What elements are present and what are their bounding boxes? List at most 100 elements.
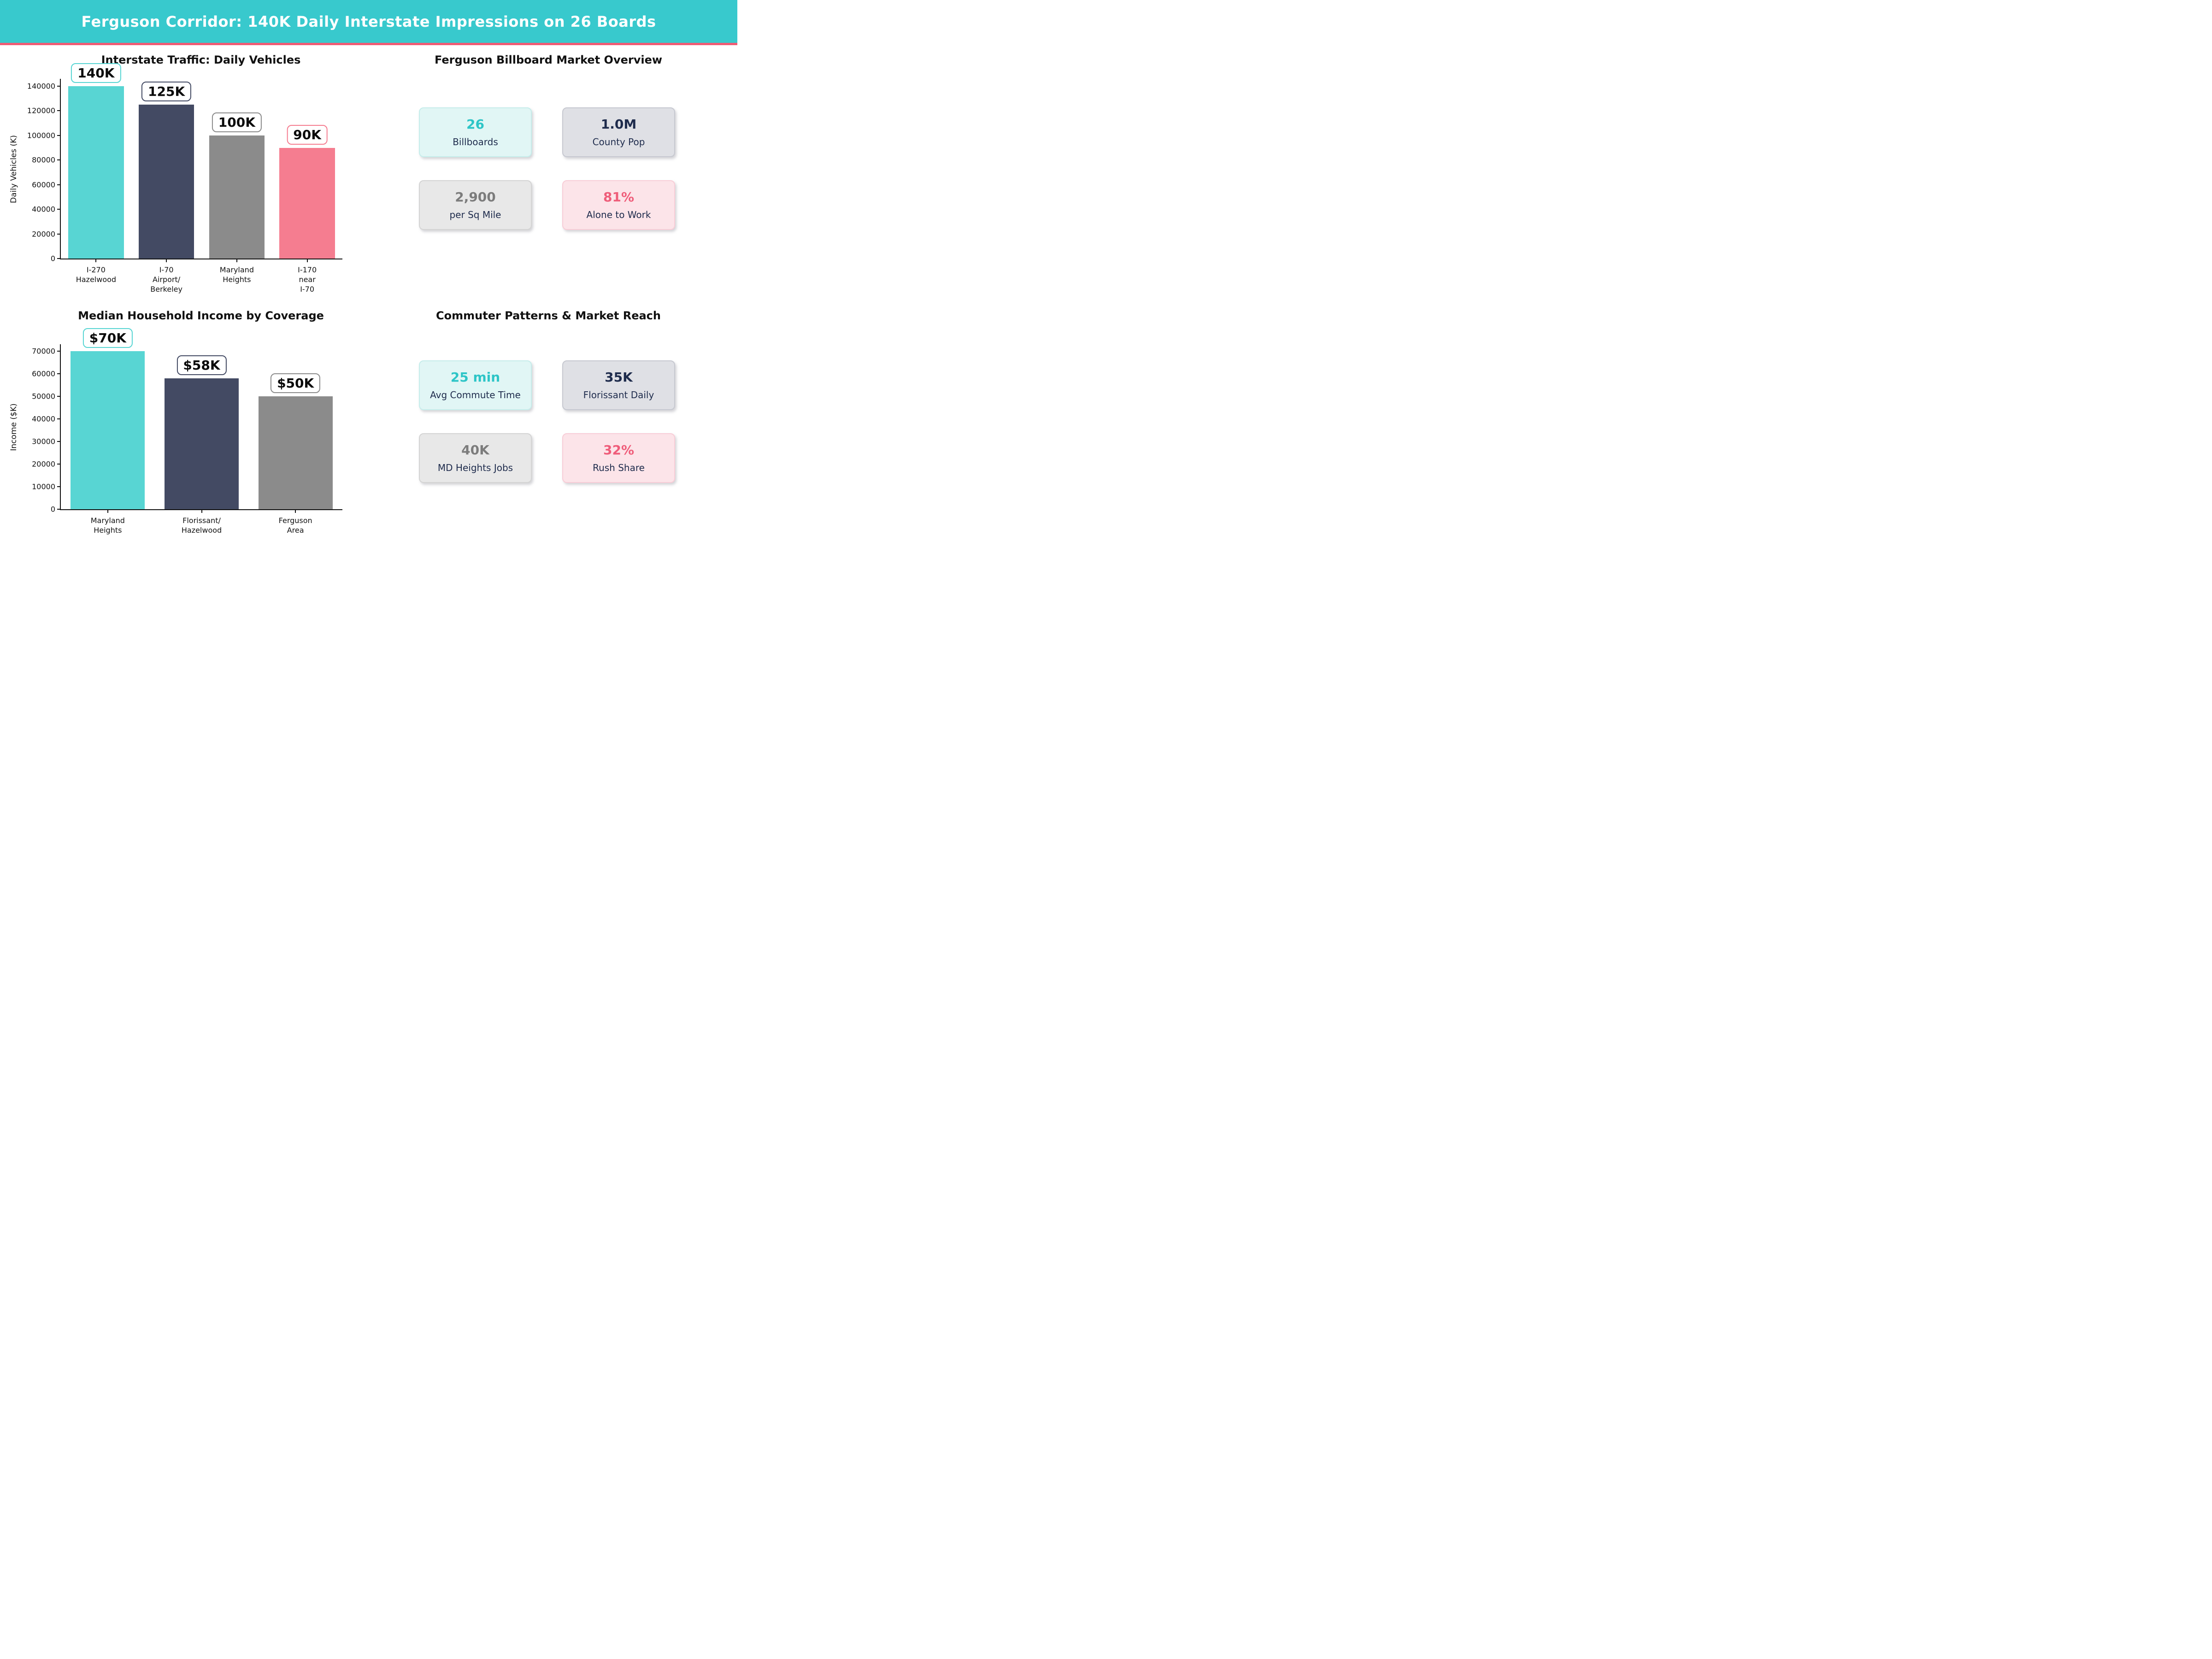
y-tick-mark bbox=[57, 486, 61, 487]
plot-area: 0 20000 40000 60000 80000 100000 120000 140000 1… bbox=[27, 63, 342, 294]
x-category-label: Maryland Heights bbox=[90, 516, 125, 535]
y-tick-mark bbox=[57, 159, 61, 161]
x-tick-mark bbox=[95, 259, 97, 262]
stat-card-label: Alone to Work bbox=[586, 209, 651, 220]
stat-card: 2,900 per Sq Mile bbox=[419, 180, 532, 230]
bar-90K bbox=[279, 147, 335, 259]
bar-value-label: $70K bbox=[82, 328, 133, 348]
stat-card-value: 35K bbox=[605, 370, 633, 385]
chart-title: Median Household Income by Coverage bbox=[78, 309, 324, 322]
stat-card-label: per Sq Mile bbox=[449, 209, 501, 220]
x-category-label: Ferguson Area bbox=[278, 516, 312, 535]
y-tick-mark bbox=[57, 86, 61, 87]
panel-title: Ferguson Billboard Market Overview bbox=[434, 53, 663, 66]
y-tick-label: 0 bbox=[50, 505, 55, 514]
x-category-label: Florissant/ Hazelwood bbox=[181, 516, 222, 535]
y-tick-mark bbox=[57, 350, 61, 352]
stat-card-label: Rush Share bbox=[593, 462, 645, 473]
y-tick-mark bbox=[57, 135, 61, 136]
y-axis-label: Daily Vehicles (K) bbox=[9, 135, 18, 203]
x-category-label: Maryland Heights bbox=[219, 265, 254, 284]
y-axis-label: Income ($K) bbox=[9, 403, 18, 451]
page-title: Ferguson Corridor: 140K Daily Interstate… bbox=[81, 12, 656, 30]
y-tick-label: 80000 bbox=[32, 155, 55, 165]
x-tick-mark bbox=[236, 259, 237, 262]
bar-$70K bbox=[71, 351, 145, 509]
dashboard-grid: Interstate Traffic: Daily Vehicles Daily… bbox=[0, 45, 737, 553]
bar-value-label: $58K bbox=[176, 355, 227, 375]
x-category-label: I-170 near I-70 bbox=[298, 265, 317, 294]
stat-card: 32% Rush Share bbox=[562, 433, 675, 483]
chart-title: Interstate Traffic: Daily Vehicles bbox=[101, 53, 301, 66]
y-tick-mark bbox=[57, 373, 61, 374]
stat-card: 26 Billboards bbox=[419, 107, 532, 157]
y-tick-label: 50000 bbox=[32, 392, 55, 401]
y-tick-label: 30000 bbox=[32, 437, 55, 446]
y-tick-label: 40000 bbox=[32, 414, 55, 424]
y-tick-label: 10000 bbox=[32, 482, 55, 491]
stat-card: 81% Alone to Work bbox=[562, 180, 675, 230]
header-banner: Ferguson Corridor: 140K Daily Interstate… bbox=[0, 0, 737, 45]
x-tick-mark bbox=[306, 259, 308, 262]
stat-card-value: 32% bbox=[603, 442, 635, 458]
y-tick-mark bbox=[57, 463, 61, 465]
stat-card-value: 26 bbox=[466, 117, 484, 132]
y-tick-mark bbox=[57, 233, 61, 235]
y-tick-label: 120000 bbox=[27, 106, 55, 115]
y-tick-mark bbox=[57, 395, 61, 397]
y-tick-label: 20000 bbox=[32, 459, 55, 469]
bar-125K bbox=[138, 105, 194, 259]
y-tick-mark bbox=[57, 258, 61, 259]
stat-card-label: Billboards bbox=[453, 136, 498, 147]
y-tick-label: 60000 bbox=[32, 180, 55, 189]
income-bar-chart: Median Household Income by Coverage Inco… bbox=[0, 307, 359, 553]
y-tick-label: 140000 bbox=[27, 82, 55, 91]
stat-card-grid: 26 Billboards 1.0M County Pop 2,900 per Sq Mi… bbox=[419, 107, 675, 230]
stat-card-value: 2,900 bbox=[455, 189, 496, 205]
y-tick-mark bbox=[57, 509, 61, 510]
y-tick-label: 70000 bbox=[32, 347, 55, 356]
x-tick-mark bbox=[201, 509, 202, 513]
bar-100K bbox=[209, 135, 265, 259]
stat-card: 40K MD Heights Jobs bbox=[419, 433, 532, 483]
y-tick-label: 20000 bbox=[32, 229, 55, 239]
y-tick-mark bbox=[57, 209, 61, 210]
x-category-label: I-270 Hazelwood bbox=[76, 265, 117, 284]
x-tick-mark bbox=[107, 509, 108, 513]
bar-value-label: 100K bbox=[212, 112, 262, 132]
traffic-bar-chart: Interstate Traffic: Daily Vehicles Daily… bbox=[0, 45, 359, 307]
y-tick-label: 40000 bbox=[32, 205, 55, 214]
stat-card: 25 min Avg Commute Time bbox=[419, 360, 532, 410]
y-tick-label: 60000 bbox=[32, 369, 55, 378]
bar-$58K bbox=[165, 378, 239, 509]
dashboard: Ferguson Corridor: 140K Daily Interstate… bbox=[0, 0, 737, 553]
y-tick-mark bbox=[57, 184, 61, 185]
stat-card: 1.0M County Pop bbox=[562, 107, 675, 157]
stat-card-value: 81% bbox=[603, 189, 635, 205]
x-tick-mark bbox=[295, 509, 296, 513]
bar-value-label: 90K bbox=[287, 124, 328, 145]
stat-card: 35K Florissant Daily bbox=[562, 360, 675, 410]
y-tick-mark bbox=[57, 418, 61, 419]
x-tick-mark bbox=[166, 259, 167, 262]
stat-card-value: 40K bbox=[461, 442, 489, 458]
y-tick-mark bbox=[57, 110, 61, 112]
bar-value-label: 140K bbox=[71, 63, 121, 83]
stat-card-label: Avg Commute Time bbox=[430, 389, 521, 400]
x-category-label: I-70 Airport/ Berkeley bbox=[150, 265, 182, 294]
y-tick-label: 0 bbox=[50, 254, 55, 263]
plot-area: 0 10000 20000 30000 40000 50000 60000 70000 $70K… bbox=[32, 328, 342, 535]
y-tick-mark bbox=[57, 441, 61, 442]
stat-card-grid: 25 min Avg Commute Time 35K Florissant Dail… bbox=[419, 360, 675, 483]
bar-value-label: $50K bbox=[271, 373, 321, 393]
bar-140K bbox=[68, 86, 124, 259]
y-tick-label: 100000 bbox=[27, 131, 55, 140]
stat-card-label: MD Heights Jobs bbox=[437, 462, 513, 473]
stat-card-value: 25 min bbox=[450, 370, 500, 385]
stat-card-value: 1.0M bbox=[600, 117, 637, 132]
bar-$50K bbox=[258, 396, 333, 509]
stat-card-label: County Pop bbox=[592, 136, 645, 147]
commuter-patterns-panel: Commuter Patterns & Market Reach 25 min A… bbox=[359, 307, 737, 553]
panel-title: Commuter Patterns & Market Reach bbox=[436, 309, 661, 322]
market-overview-panel: Ferguson Billboard Market Overview 26 Bil… bbox=[359, 45, 737, 307]
